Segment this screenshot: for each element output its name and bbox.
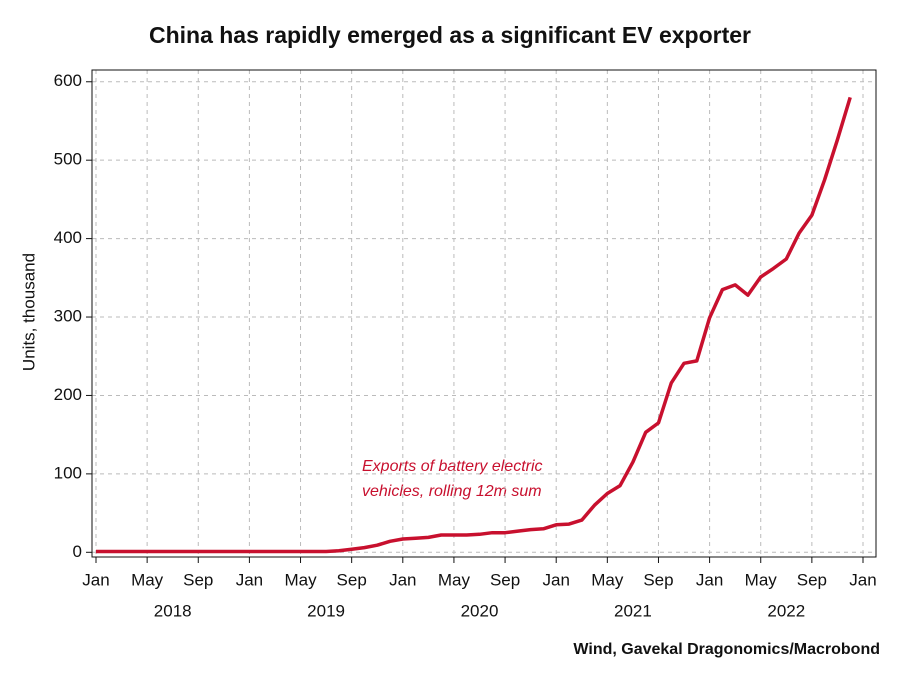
- x-tick-label: Jan: [542, 570, 569, 589]
- source: Wind, Gavekal Dragonomics/Macrobond: [573, 641, 880, 658]
- plot-frame: [91, 69, 877, 558]
- chart-title: China has rapidly emerged as a significa…: [149, 22, 751, 48]
- line: [96, 96, 852, 554]
- x-tick-label: May: [284, 570, 317, 589]
- annotation: vehicles, rolling 12m sum: [362, 483, 542, 500]
- year-label: 2021: [614, 601, 652, 620]
- x-tick-label: Jan: [236, 570, 263, 589]
- x-tick-label: Sep: [797, 570, 827, 589]
- x-tick-label: May: [745, 570, 778, 589]
- x-tick-label: Jan: [82, 570, 109, 589]
- x-tick-label: Jan: [849, 570, 876, 589]
- y-tick-label: 300: [54, 307, 82, 326]
- year-label: 2022: [767, 601, 805, 620]
- y-tick-label: 0: [73, 542, 82, 561]
- x-tick-label: Sep: [337, 570, 367, 589]
- y-tick-label: 100: [54, 463, 82, 482]
- x-tick-label: Sep: [490, 570, 520, 589]
- y-axis-label: Units, thousand: [19, 253, 38, 371]
- y-tick-label: 600: [54, 71, 82, 90]
- x-tick-label: Sep: [183, 570, 213, 589]
- year-label: 2019: [307, 601, 345, 620]
- y-tick-label: 400: [54, 228, 82, 247]
- x-tick-label: Jan: [389, 570, 416, 589]
- year-label: 2018: [154, 601, 192, 620]
- y-tick-label: 500: [54, 150, 82, 169]
- x-tick-label: Jan: [696, 570, 723, 589]
- annotation: Exports of battery electric: [362, 458, 543, 475]
- x-tick-label: May: [591, 570, 624, 589]
- x-tick-label: May: [438, 570, 471, 589]
- y-tick-label: 200: [54, 385, 82, 404]
- x-tick-label: Sep: [643, 570, 673, 589]
- year-label: 2020: [461, 601, 499, 620]
- x-tick-label: May: [131, 570, 164, 589]
